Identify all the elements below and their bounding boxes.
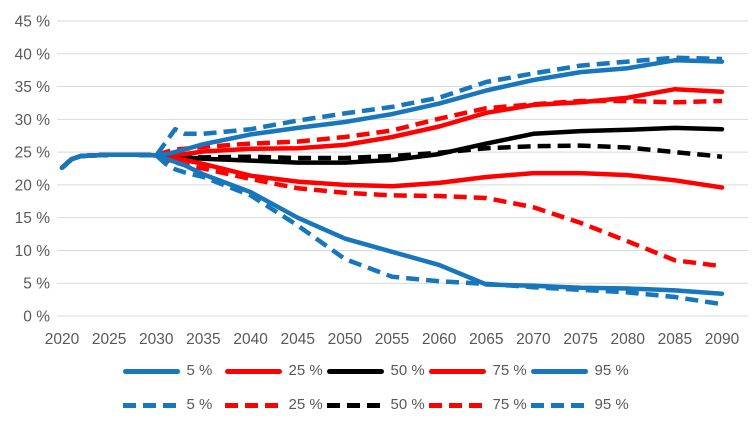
y-tick-label: 10 % [15, 243, 51, 260]
x-tick-label: 2075 [563, 331, 597, 348]
solid-line-swatch-icon [428, 368, 486, 374]
series-dashed-95-line [60, 55, 723, 170]
solid-line-swatch-icon [224, 368, 282, 374]
legend-item-dashed-75pct[interactable]: 75 % [428, 394, 530, 416]
y-tick-label: 25 % [15, 145, 51, 162]
legend-label: 5 % [186, 362, 213, 379]
y-tick-label: 35 % [15, 79, 51, 96]
legend-row-dashed: 5 % 25 % 50 % 75 % 95 % [0, 394, 754, 416]
x-axis-labels: 2020 2025 2030 2035 2040 2045 2050 2055 2060 2065… [45, 331, 740, 348]
x-tick-label: 2080 [610, 331, 645, 348]
x-tick-label: 2040 [233, 331, 268, 348]
legend-item-dashed-95pct[interactable]: 95 % [530, 394, 632, 416]
legend-label: 95 % [594, 396, 629, 413]
legend-item-dashed-50pct[interactable]: 50 % [326, 394, 428, 416]
legend-item-solid-25pct[interactable]: 25 % [224, 360, 326, 382]
legend-label: 25 % [288, 362, 323, 379]
x-tick-label: 2065 [469, 331, 503, 348]
legend-label: 5 % [186, 396, 213, 413]
x-tick-label: 2050 [328, 331, 363, 348]
y-tick-label: 5 % [23, 276, 50, 293]
solid-line-swatch-icon [326, 368, 384, 374]
legend-label: 95 % [594, 362, 629, 379]
legend-label: 75 % [492, 362, 527, 379]
dashed-line-swatch-icon [326, 402, 384, 408]
y-tick-label: 0 % [23, 309, 50, 326]
x-tick-label: 2045 [280, 331, 314, 348]
legend-label: 75 % [492, 396, 527, 413]
x-tick-label: 2025 [92, 331, 126, 348]
y-tick-label: 20 % [15, 177, 51, 194]
legend-item-solid-50pct[interactable]: 50 % [326, 360, 428, 382]
solid-line-swatch-icon [530, 368, 588, 374]
line-chart-svg: 0 % 5 % 10 % 15 % 20 % 25 % 30 % 35 % 40 % 45 % 2… [15, 14, 748, 348]
x-tick-label: 2055 [375, 331, 409, 348]
legend-item-solid-5pct[interactable]: 5 % [122, 360, 224, 382]
legend-label: 50 % [390, 396, 425, 413]
dashed-line-swatch-icon [530, 402, 588, 408]
y-tick-label: 30 % [15, 112, 51, 129]
x-tick-label: 2030 [139, 331, 174, 348]
x-tick-label: 2020 [45, 331, 80, 348]
solid-line-swatch-icon [122, 368, 180, 374]
legend-item-solid-75pct[interactable]: 75 % [428, 360, 530, 382]
dashed-line-swatch-icon [122, 402, 180, 408]
legend-label: 50 % [390, 362, 425, 379]
legend-label: 25 % [288, 396, 323, 413]
y-tick-label: 45 % [15, 14, 51, 31]
y-tick-label: 40 % [15, 46, 51, 63]
series-lines [59, 55, 725, 307]
x-tick-label: 2090 [705, 331, 740, 348]
y-tick-label: 15 % [15, 210, 51, 227]
legend-item-dashed-25pct[interactable]: 25 % [224, 394, 326, 416]
x-tick-label: 2070 [516, 331, 551, 348]
dashed-line-swatch-icon [428, 402, 486, 408]
legend-row-solid: 5 % 25 % 50 % 75 % 95 % [0, 360, 754, 382]
x-tick-label: 2085 [658, 331, 692, 348]
legend-item-solid-95pct[interactable]: 95 % [530, 360, 632, 382]
legend-item-dashed-5pct[interactable]: 5 % [122, 394, 224, 416]
dashed-line-swatch-icon [224, 402, 282, 408]
x-tick-label: 2060 [422, 331, 457, 348]
y-axis-labels: 0 % 5 % 10 % 15 % 20 % 25 % 30 % 35 % 40 % 45 % [15, 14, 51, 326]
x-tick-label: 2035 [186, 331, 220, 348]
